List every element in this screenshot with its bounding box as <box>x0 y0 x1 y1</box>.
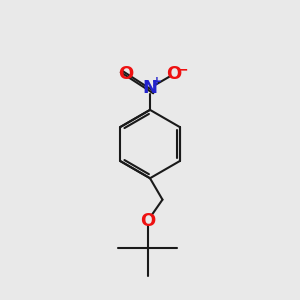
Text: −: − <box>176 62 188 76</box>
Text: N: N <box>142 80 158 98</box>
Text: O: O <box>140 212 155 230</box>
Text: +: + <box>152 75 161 88</box>
Text: O: O <box>118 64 134 82</box>
Text: O: O <box>166 64 182 82</box>
